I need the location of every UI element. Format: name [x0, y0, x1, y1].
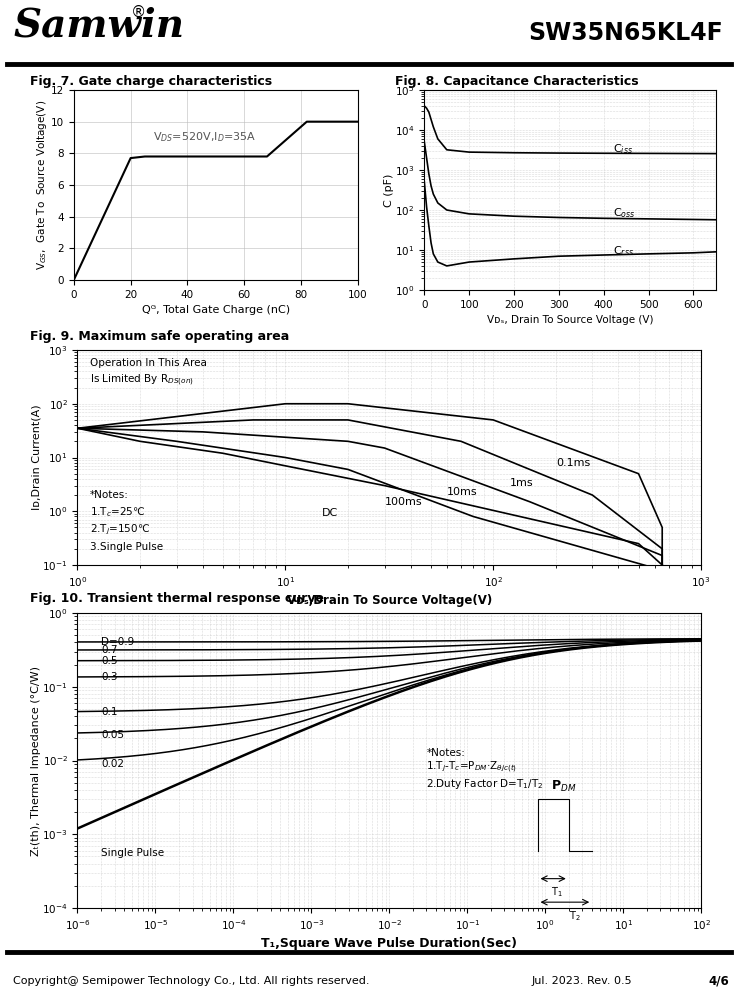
Text: 0.7: 0.7: [101, 645, 117, 655]
Text: 2.T$_j$=150℃: 2.T$_j$=150℃: [90, 523, 150, 537]
Text: 100ms: 100ms: [384, 497, 422, 507]
Text: 0.02: 0.02: [101, 759, 124, 769]
Y-axis label: C (pF): C (pF): [384, 173, 394, 207]
Text: P$_{DM}$: P$_{DM}$: [551, 779, 576, 794]
Text: DC: DC: [322, 508, 338, 518]
X-axis label: Vᴅₛ, Drain To Source Voltage (V): Vᴅₛ, Drain To Source Voltage (V): [487, 315, 653, 325]
Y-axis label: Zₜ(th), Thermal Impedance (°C/W): Zₜ(th), Thermal Impedance (°C/W): [31, 666, 41, 856]
Text: V$_{DS}$=520V,I$_D$=35A: V$_{DS}$=520V,I$_D$=35A: [154, 131, 257, 144]
Text: C$_{rss}$: C$_{rss}$: [613, 244, 634, 258]
Text: T$_1$: T$_1$: [551, 885, 563, 899]
Text: 1ms: 1ms: [510, 478, 534, 488]
Y-axis label: V$_{GS}$,  Gate To  Source Voltage(V): V$_{GS}$, Gate To Source Voltage(V): [35, 100, 49, 270]
Text: 1.T$_c$=25℃: 1.T$_c$=25℃: [90, 505, 145, 519]
Text: 3.Single Pulse: 3.Single Pulse: [90, 542, 163, 552]
Text: Fig. 8. Capacitance Characteristics: Fig. 8. Capacitance Characteristics: [395, 75, 638, 88]
X-axis label: Vᴅₛ,Drain To Source Voltage(V): Vᴅₛ,Drain To Source Voltage(V): [286, 594, 492, 607]
Text: 0.1: 0.1: [101, 707, 117, 717]
Text: Operation In This Area: Operation In This Area: [90, 358, 207, 368]
Text: Copyright@ Semipower Technology Co., Ltd. All rights reserved.: Copyright@ Semipower Technology Co., Ltd…: [13, 976, 370, 986]
Text: Samwin: Samwin: [13, 6, 184, 44]
Text: 10ms: 10ms: [447, 487, 477, 497]
Text: 4/6: 4/6: [708, 974, 729, 987]
Text: 0.1ms: 0.1ms: [556, 458, 590, 468]
Text: ®: ®: [131, 5, 147, 20]
Text: SW35N65KL4F: SW35N65KL4F: [528, 21, 723, 45]
Text: *Notes:
1.T$_j$-T$_c$=P$_{DM}$·Z$_{\theta jc(t)}$
2.Duty Factor D=T$_1$/T$_2$: *Notes: 1.T$_j$-T$_c$=P$_{DM}$·Z$_{\thet…: [427, 748, 544, 791]
Text: 0.05: 0.05: [101, 730, 124, 740]
Text: Is Limited By R$_{DS(on)}$: Is Limited By R$_{DS(on)}$: [90, 372, 194, 388]
Text: Single Pulse: Single Pulse: [101, 848, 164, 858]
X-axis label: T₁,Square Wave Pulse Duration(Sec): T₁,Square Wave Pulse Duration(Sec): [261, 937, 517, 950]
Text: 0.5: 0.5: [101, 656, 117, 666]
Text: *Notes:: *Notes:: [90, 490, 129, 500]
X-axis label: Qᴳ, Total Gate Charge (nC): Qᴳ, Total Gate Charge (nC): [142, 305, 290, 315]
Text: Fig. 10. Transient thermal response curve: Fig. 10. Transient thermal response curv…: [30, 592, 323, 605]
Text: T$_2$: T$_2$: [569, 909, 580, 923]
Text: D=0.9: D=0.9: [101, 637, 134, 647]
Y-axis label: Iᴅ,Drain Current(A): Iᴅ,Drain Current(A): [31, 405, 41, 510]
Text: Jul. 2023. Rev. 0.5: Jul. 2023. Rev. 0.5: [531, 976, 632, 986]
Text: Fig. 7. Gate charge characteristics: Fig. 7. Gate charge characteristics: [30, 75, 272, 88]
Text: 0.3: 0.3: [101, 672, 117, 682]
Text: C$_{oss}$: C$_{oss}$: [613, 206, 635, 220]
Text: Fig. 9. Maximum safe operating area: Fig. 9. Maximum safe operating area: [30, 330, 289, 343]
Text: C$_{iss}$: C$_{iss}$: [613, 142, 632, 156]
